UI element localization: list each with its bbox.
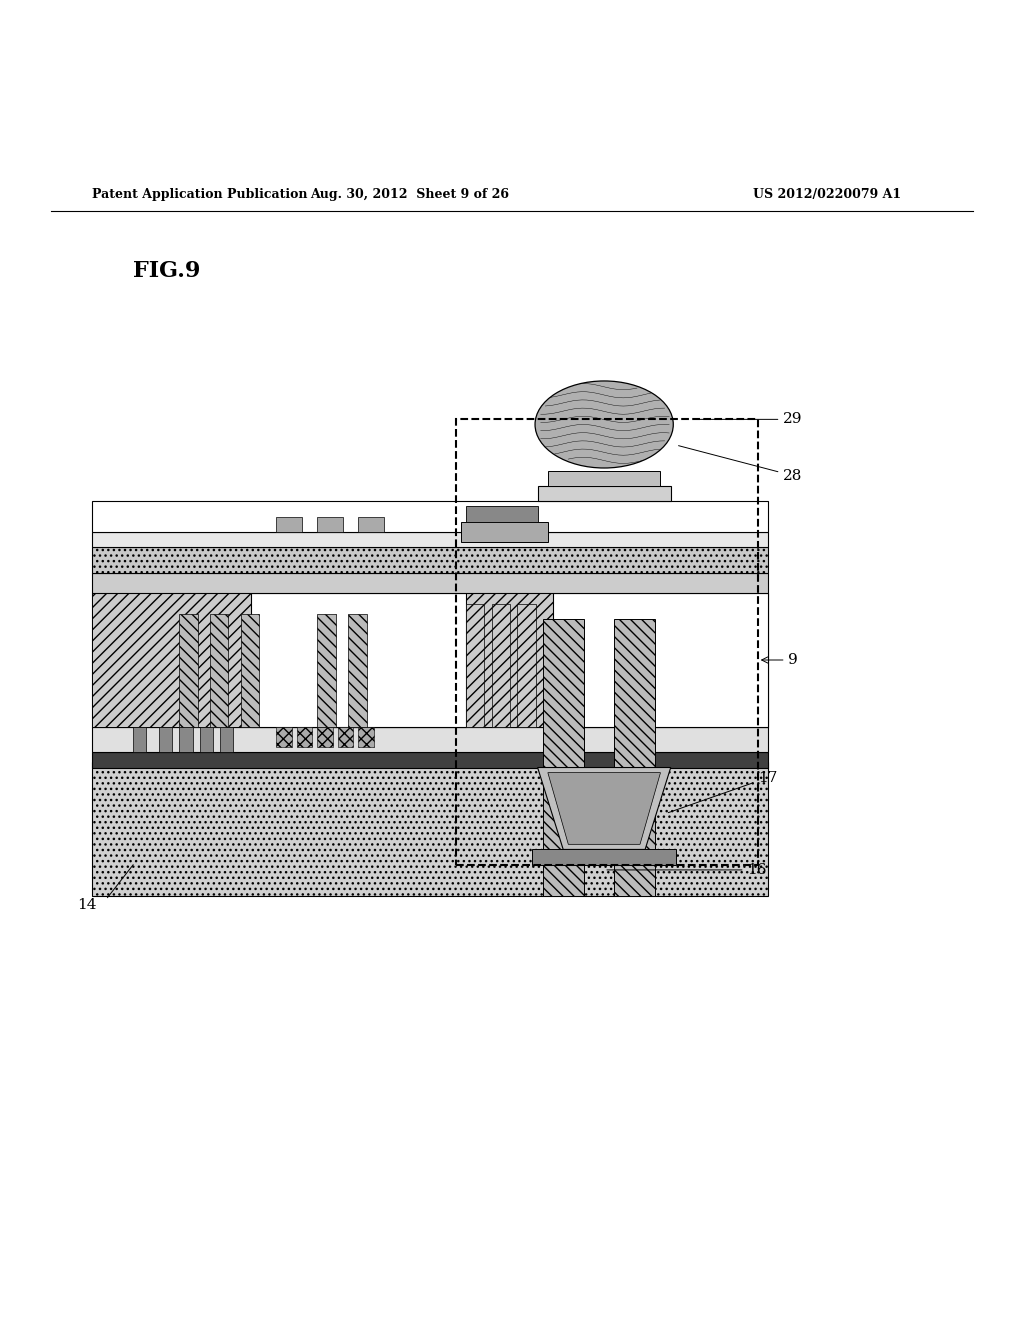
Bar [276,516,302,532]
Bar [543,619,584,895]
Text: US 2012/0220079 A1: US 2012/0220079 A1 [753,187,901,201]
Bar [241,614,259,726]
Bar [538,384,671,466]
Text: 9: 9 [762,653,799,667]
Bar [92,594,251,726]
Bar [92,548,768,573]
Polygon shape [538,767,671,850]
Bar [548,470,660,486]
Bar [159,726,172,752]
Bar [466,603,484,726]
Ellipse shape [535,381,674,469]
Text: 14: 14 [77,898,97,912]
Bar [358,516,384,532]
Bar [179,726,193,752]
Bar [348,614,367,726]
Bar [456,420,758,865]
Bar [92,532,768,548]
Bar [466,507,538,521]
Bar [200,726,213,752]
Text: 29: 29 [699,412,803,426]
Bar [251,594,466,726]
Bar [179,614,198,726]
Bar [92,502,768,532]
Bar [92,752,768,767]
Bar [133,726,146,752]
Polygon shape [548,772,660,845]
Bar [553,594,768,726]
Bar [461,521,548,543]
Bar [532,850,676,865]
Text: Patent Application Publication: Patent Application Publication [92,187,307,201]
Bar [517,603,536,726]
Bar [492,603,510,726]
Bar [338,726,353,747]
Text: 28: 28 [679,446,803,483]
Bar [358,726,374,747]
Text: 16: 16 [607,863,767,876]
Bar [317,614,336,726]
Bar [92,573,768,594]
Bar [317,516,343,532]
Bar [614,619,655,895]
Bar [297,726,312,747]
Text: 17: 17 [669,771,777,813]
Bar [466,594,553,726]
Bar [92,763,768,895]
Bar [210,614,228,726]
Text: FIG.9: FIG.9 [133,260,201,282]
Bar [92,594,768,726]
Bar [220,726,233,752]
Bar [317,726,333,747]
Bar [538,486,671,502]
Text: Aug. 30, 2012  Sheet 9 of 26: Aug. 30, 2012 Sheet 9 of 26 [310,187,509,201]
Bar [276,726,292,747]
Bar [92,726,768,752]
